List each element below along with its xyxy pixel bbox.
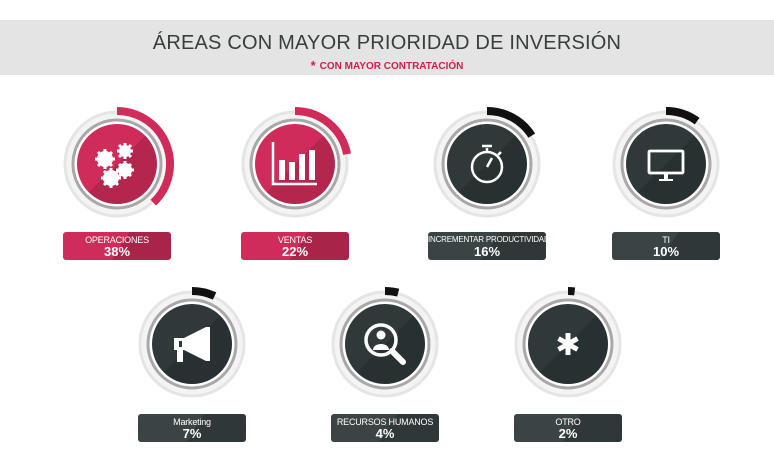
area-percent: 38% — [103, 244, 131, 259]
area-percent: 10% — [652, 244, 680, 259]
subtitle-text: CON MAYOR CONTRATACIÓN — [319, 61, 464, 72]
progress-ring — [47, 102, 187, 242]
page-title: ÁREAS CON MAYOR PRIORIDAD DE INVERSIÓN — [152, 32, 622, 54]
area-badge: OPERACIONES 38% — [63, 232, 171, 260]
progress-ring — [315, 282, 455, 422]
area-ventas: VENTAS 22% — [225, 102, 365, 277]
area-badge: Marketing 7% — [138, 414, 246, 442]
area-ti: TI 10% — [596, 102, 736, 277]
user-search-icon — [364, 323, 406, 365]
area-label: OTRO — [555, 417, 581, 427]
area-label: OPERACIONES — [85, 235, 149, 245]
ring-chart — [331, 287, 439, 398]
area-badge: RECURSOS HUMANOS 4% — [331, 414, 439, 442]
area-percent: 16% — [473, 244, 501, 259]
area-recursos-humanos: RECURSOS HUMANOS 4% — [315, 282, 455, 457]
area-percent: 22% — [281, 244, 309, 259]
page-subtitle: * CON MAYOR CONTRATACIÓN — [0, 57, 774, 73]
progress-ring — [225, 102, 365, 242]
area-badge: INCREMENTAR PRODUCTIVIDAD 16% — [428, 232, 546, 260]
area-label: RECURSOS HUMANOS — [336, 417, 434, 427]
progress-arc — [294, 107, 351, 155]
area-badge: VENTAS 22% — [241, 232, 349, 260]
progress-ring — [122, 282, 262, 422]
icon-disc — [447, 124, 527, 204]
progress-ring — [417, 102, 557, 242]
ring-chart — [433, 107, 541, 218]
gears-icon — [95, 143, 134, 188]
area-marketing: Marketing 7% — [122, 282, 262, 457]
area-label: Marketing — [173, 417, 211, 427]
area-productividad: INCREMENTAR PRODUCTIVIDAD 16% — [417, 102, 557, 277]
icon-disc — [626, 124, 706, 204]
progress-arc — [665, 107, 700, 125]
area-badge: TI 10% — [612, 232, 720, 260]
ring-chart — [63, 107, 174, 218]
ring-chart — [138, 286, 246, 398]
ring-chart — [612, 107, 720, 218]
icon-disc — [77, 124, 157, 204]
area-operaciones: OPERACIONES 38% — [47, 102, 187, 277]
area-percent: 4% — [375, 426, 395, 441]
bar-chart-icon — [271, 142, 317, 186]
progress-ring — [498, 282, 638, 422]
area-label: INCREMENTAR PRODUCTIVIDAD — [428, 235, 546, 244]
area-label: TI — [662, 235, 670, 245]
ring-chart — [514, 287, 622, 398]
area-badge: OTRO 2% — [514, 414, 622, 442]
area-label: VENTAS — [277, 235, 313, 245]
disc-shade — [637, 135, 707, 205]
progress-arc — [486, 107, 536, 138]
asterisk-marker: * — [310, 58, 316, 73]
ring-chart — [241, 107, 351, 218]
area-otro: OTRO 2% — [498, 282, 638, 457]
monitor-icon — [647, 149, 685, 181]
area-percent: 2% — [558, 426, 578, 441]
stopwatch-icon — [470, 144, 504, 184]
megaphone-icon — [174, 327, 210, 362]
progress-arc — [191, 286, 217, 300]
progress-ring — [596, 102, 736, 242]
disc-shade — [458, 135, 528, 205]
progress-arc — [116, 107, 174, 206]
progress-arc — [384, 287, 400, 297]
area-percent: 7% — [182, 426, 202, 441]
asterisk-icon — [557, 333, 579, 355]
header-banner: ÁREAS CON MAYOR PRIORIDAD DE INVERSIÓN *… — [0, 20, 774, 75]
